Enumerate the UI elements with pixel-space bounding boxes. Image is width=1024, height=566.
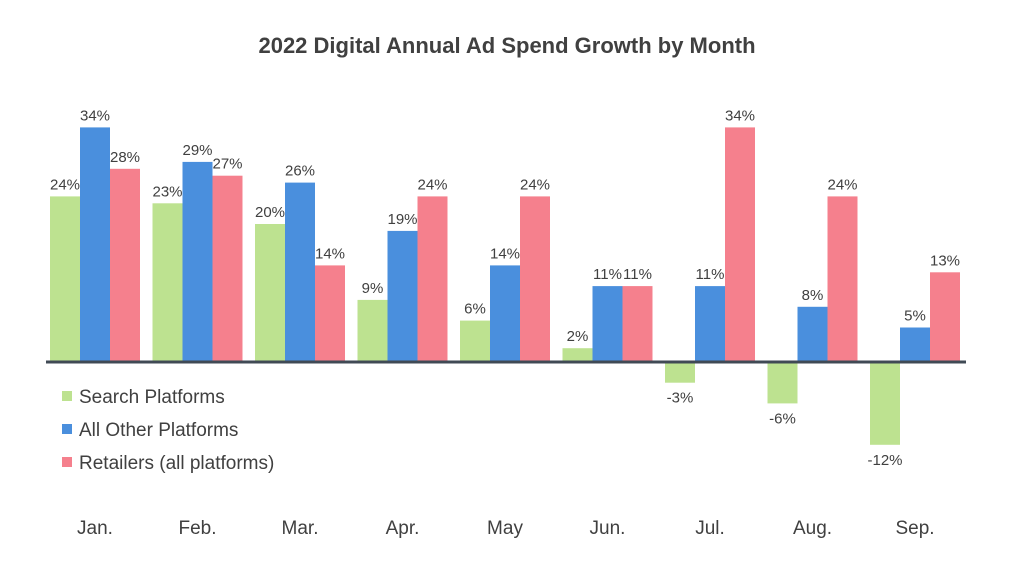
bar-search-platforms-mar [255, 224, 285, 362]
bar-search-platforms-aug [767, 362, 798, 404]
data-label-retailers-all-platforms-jun: 11% [623, 266, 652, 283]
bar-retailers-all-platforms-sep [930, 272, 960, 362]
category-label-jul: Jul. [695, 518, 725, 539]
bar-all-other-platforms-aug [797, 306, 828, 362]
data-label-retailers-all-platforms-sep: 13% [930, 252, 960, 269]
bar-retailers-all-platforms-feb [212, 175, 243, 362]
data-label-retailers-all-platforms-feb: 27% [212, 156, 242, 173]
category-label-mar: Mar. [282, 518, 319, 539]
bar-retailers-all-platforms-may [520, 196, 550, 362]
data-label-search-platforms-aug: -6% [769, 410, 796, 427]
bar-search-platforms-sep [870, 362, 900, 445]
bar-all-other-platforms-jan [80, 127, 110, 363]
data-label-search-platforms-jul: -3% [667, 390, 694, 407]
bar-search-platforms-jul [665, 362, 695, 383]
data-label-retailers-all-platforms-apr: 24% [417, 176, 447, 193]
category-label-sep: Sep. [895, 518, 934, 539]
data-label-all-other-platforms-feb: 29% [182, 142, 212, 159]
bar-search-platforms-jan [50, 196, 80, 362]
bar-all-other-platforms-mar [285, 182, 315, 362]
data-label-search-platforms-jan: 24% [50, 176, 80, 193]
legend-swatch-retailers-all-platforms [62, 457, 72, 467]
category-label-may: May [487, 518, 523, 539]
category-label-feb: Feb. [178, 518, 216, 539]
data-label-all-other-platforms-jul: 11% [696, 266, 725, 283]
bars [50, 127, 960, 445]
data-label-search-platforms-apr: 9% [362, 280, 384, 297]
data-labels: 24% 34% 28% 23% 29%27% 20% 26% 14% 9% 19% 24% 6% 14%… [50, 107, 960, 468]
bar-all-other-platforms-sep [900, 327, 930, 362]
bar-search-platforms-may [460, 320, 490, 362]
bar-retailers-all-platforms-jan [110, 168, 140, 362]
data-label-all-other-platforms-aug: 8% [802, 287, 824, 304]
data-label-search-platforms-jun: 2% [567, 328, 589, 345]
chart-title: 2022 Digital Annual Ad Spend Growth by M… [258, 33, 755, 58]
legend-label-retailers-all-platforms: Retailers (all platforms) [79, 453, 274, 474]
data-label-retailers-all-platforms-aug: 24% [827, 176, 857, 193]
legend: Search Platforms All Other Platforms Retai… [62, 387, 274, 474]
data-label-retailers-all-platforms-mar: 14% [315, 245, 345, 262]
bar-all-other-platforms-apr [387, 230, 418, 362]
data-label-retailers-all-platforms-jul: 34% [725, 107, 755, 124]
legend-label-search-platforms: Search Platforms [79, 387, 225, 408]
data-label-all-other-platforms-may: 14% [490, 245, 520, 262]
legend-label-all-other-platforms: All Other Platforms [79, 420, 238, 441]
bar-search-platforms-apr [357, 299, 388, 362]
data-label-search-platforms-sep: -12% [867, 452, 902, 469]
bar-search-platforms-jun [562, 348, 593, 362]
data-label-all-other-platforms-sep: 5% [904, 308, 926, 325]
data-label-retailers-all-platforms-jan: 28% [110, 149, 140, 166]
data-label-all-other-platforms-mar: 26% [285, 163, 315, 180]
bar-retailers-all-platforms-apr [417, 196, 448, 362]
data-label-all-other-platforms-apr: 19% [387, 211, 417, 228]
data-label-search-platforms-feb: 23% [152, 183, 182, 200]
data-label-retailers-all-platforms-may: 24% [520, 176, 550, 193]
bar-retailers-all-platforms-mar [315, 265, 345, 362]
data-label-search-platforms-may: 6% [464, 301, 486, 318]
bar-all-other-platforms-may [490, 265, 520, 362]
bar-retailers-all-platforms-aug [827, 196, 858, 362]
data-label-search-platforms-mar: 20% [255, 204, 285, 221]
legend-swatch-search-platforms [62, 391, 72, 401]
bar-all-other-platforms-jun [592, 286, 623, 362]
category-labels: Jan. Feb. Mar. Apr. May Jun. Jul. Aug. Sep. [77, 518, 935, 539]
data-label-all-other-platforms-jun: 11% [593, 266, 622, 283]
bar-retailers-all-platforms-jun [622, 286, 653, 362]
legend-swatch-all-other-platforms [62, 424, 72, 434]
category-label-apr: Apr. [386, 518, 420, 539]
bar-all-other-platforms-feb [182, 161, 213, 362]
category-label-aug: Aug. [793, 518, 832, 539]
category-label-jun: Jun. [590, 518, 626, 539]
category-label-jan: Jan. [77, 518, 113, 539]
bar-search-platforms-feb [152, 203, 183, 362]
data-label-all-other-platforms-jan: 34% [80, 107, 110, 124]
bar-all-other-platforms-jul [695, 286, 725, 362]
bar-retailers-all-platforms-jul [725, 127, 755, 363]
